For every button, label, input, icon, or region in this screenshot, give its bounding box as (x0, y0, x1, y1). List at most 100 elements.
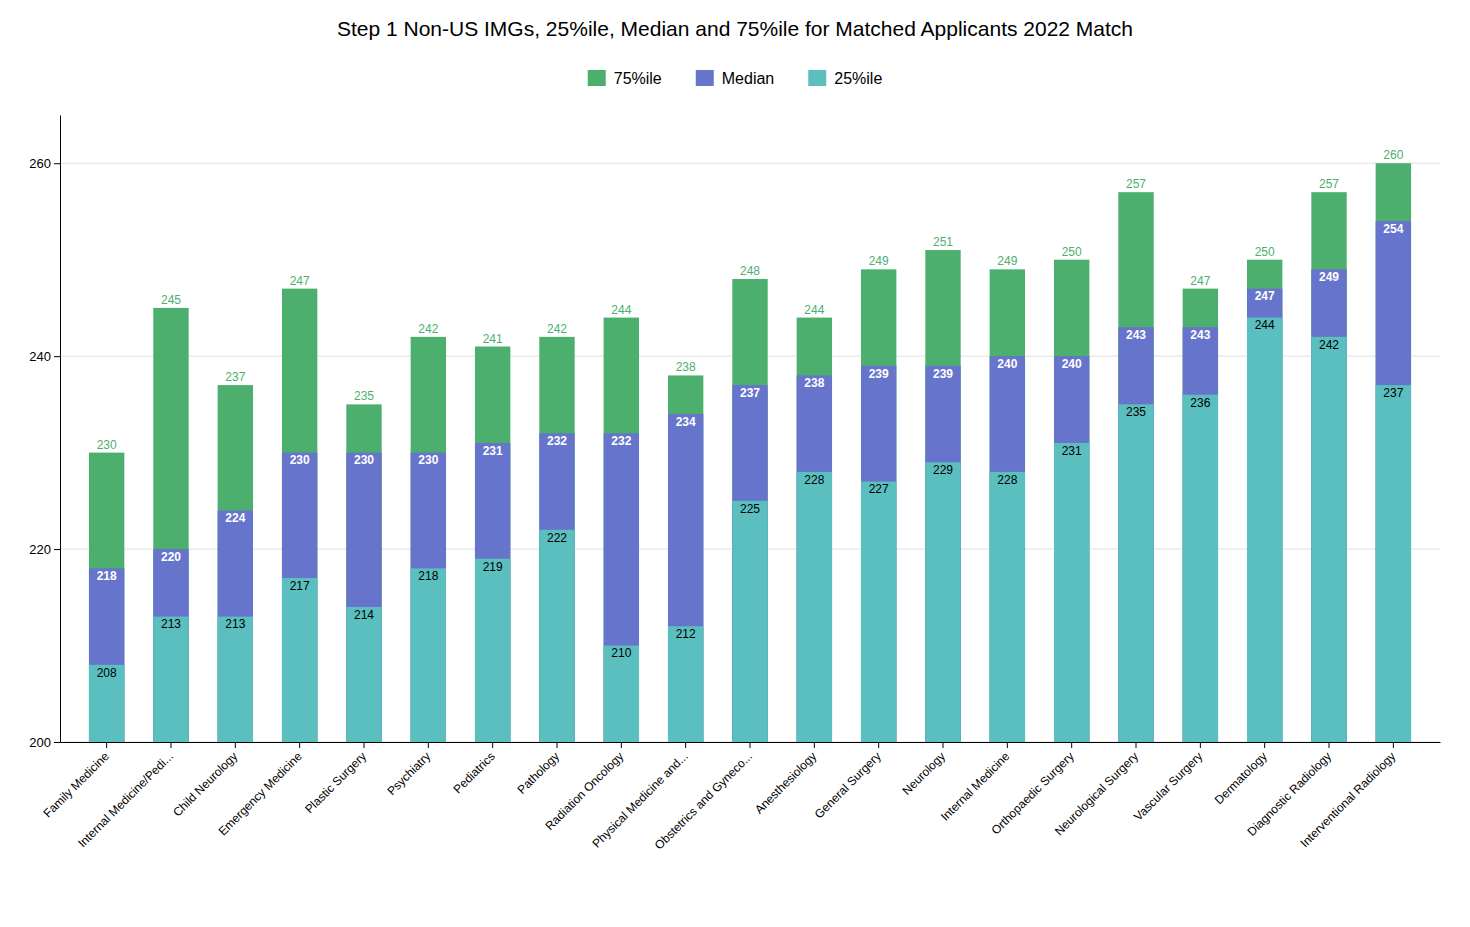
legend-swatch (808, 70, 826, 86)
bar (1247, 289, 1282, 742)
bar (1376, 163, 1411, 742)
data-label: 257 (1319, 177, 1339, 191)
bar (732, 385, 767, 742)
bar (411, 337, 446, 742)
data-label: 240 (1062, 357, 1082, 371)
x-tick-label: Emergency Medicine (216, 749, 305, 838)
x-tick-mark (750, 742, 751, 748)
data-label: 242 (1319, 338, 1339, 352)
x-tick-mark (814, 742, 815, 748)
data-label: 231 (1062, 444, 1082, 458)
data-label: 228 (997, 473, 1017, 487)
data-label: 239 (869, 367, 889, 381)
data-label: 214 (354, 608, 374, 622)
data-label: 213 (161, 617, 181, 631)
data-label: 218 (418, 569, 438, 583)
plot-area (89, 163, 1411, 742)
bar (475, 347, 510, 742)
data-label: 232 (547, 434, 567, 448)
x-tick-mark (556, 742, 557, 748)
bar (1311, 192, 1346, 742)
bar (861, 482, 896, 742)
x-tick-label: Pediatrics (451, 749, 498, 796)
bar (539, 337, 574, 742)
x-tick: Internal Medicine (938, 742, 1013, 824)
bar (153, 549, 188, 742)
bar (604, 646, 639, 742)
x-tick: Vascular Surgery (1131, 742, 1205, 824)
bar (1054, 260, 1089, 742)
bar (1183, 395, 1218, 742)
x-tick: Family Medicine (41, 742, 112, 820)
data-label: 229 (933, 463, 953, 477)
x-tick-mark (1264, 742, 1265, 748)
x-tick-label: Internal Medicine (938, 749, 1013, 824)
data-label: 218 (97, 569, 117, 583)
bar (475, 559, 510, 742)
data-label: 242 (547, 322, 567, 336)
data-label: 222 (547, 531, 567, 545)
bar (861, 269, 896, 742)
x-tick-mark (170, 742, 171, 748)
x-axis: Family MedicineInternal Medicine/Pedi...… (41, 742, 1441, 852)
bar (539, 530, 574, 742)
bar (475, 443, 510, 742)
bar (1183, 289, 1218, 742)
x-tick-label: Child Neurology (170, 749, 240, 819)
x-tick: Neurology (900, 742, 949, 798)
data-label: 245 (161, 293, 181, 307)
bar-series (89, 163, 1411, 742)
data-label: 232 (611, 434, 631, 448)
bar (797, 375, 832, 742)
x-tick: Emergency Medicine (216, 742, 305, 838)
data-label: 225 (740, 502, 760, 516)
data-label: 238 (676, 360, 696, 374)
bar (282, 578, 317, 742)
bar (89, 665, 124, 742)
bar (346, 607, 381, 742)
y-tick: 220 (29, 542, 60, 557)
x-tick-mark (235, 742, 236, 748)
data-label: 238 (804, 376, 824, 390)
x-tick-label: Plastic Surgery (302, 749, 369, 816)
data-label: 240 (997, 357, 1017, 371)
x-tick-label: Neurological Surgery (1052, 749, 1141, 838)
bar (1311, 269, 1346, 742)
bar (668, 375, 703, 742)
data-label: 234 (676, 415, 696, 429)
bar (1183, 327, 1218, 742)
bar (668, 414, 703, 742)
bar (925, 366, 960, 742)
x-tick: Child Neurology (170, 742, 240, 819)
data-label: 230 (97, 438, 117, 452)
bar (1118, 192, 1153, 742)
data-label: 219 (483, 560, 503, 574)
data-label: 257 (1126, 177, 1146, 191)
data-label: 239 (933, 367, 953, 381)
bar-series (89, 221, 1411, 742)
x-tick-mark (299, 742, 300, 748)
bar (1376, 385, 1411, 742)
data-label: 235 (354, 389, 374, 403)
bar (732, 501, 767, 742)
x-tick: General Surgery (812, 742, 884, 821)
bar (990, 356, 1025, 742)
x-tick-mark (428, 742, 429, 748)
bar (1118, 327, 1153, 742)
data-label: 228 (804, 473, 824, 487)
y-tick-mark (54, 742, 60, 743)
data-label: 208 (97, 666, 117, 680)
y-tick-mark (54, 356, 60, 357)
data-label: 243 (1126, 328, 1146, 342)
legend-label: Median (722, 70, 774, 87)
data-label: 212 (676, 627, 696, 641)
data-label: 244 (804, 303, 824, 317)
bar (732, 279, 767, 742)
y-tick-mark (54, 549, 60, 550)
x-tick-mark (363, 742, 364, 748)
bar (282, 289, 317, 742)
data-label: 250 (1062, 245, 1082, 259)
x-tick: Interventional Radiology (1298, 742, 1399, 850)
legend-item: Median (696, 70, 774, 87)
data-label: 248 (740, 264, 760, 278)
